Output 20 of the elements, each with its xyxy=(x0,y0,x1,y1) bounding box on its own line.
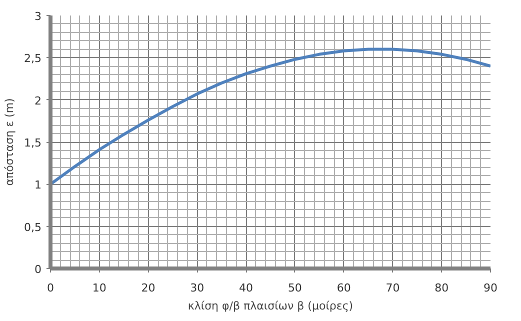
y-tick-label: 2,5 xyxy=(24,52,42,66)
y-tick-label: 0 xyxy=(34,263,42,276)
x-tick-label: 20 xyxy=(141,282,156,294)
x-tick-label: 30 xyxy=(190,282,204,294)
line-series xyxy=(50,48,490,186)
y-tick-label: 1 xyxy=(34,178,42,192)
x-tick-label: 50 xyxy=(288,282,302,294)
y-tick-label: 0,5 xyxy=(24,220,42,234)
x-tick-label: 10 xyxy=(92,282,106,294)
x-tick-label: 80 xyxy=(434,282,449,294)
x-tick-label: 40 xyxy=(239,282,254,294)
x-tick-label: 0 xyxy=(47,282,54,294)
y-tick-label: 3 xyxy=(34,10,42,23)
y-tick-label: 2 xyxy=(34,94,42,108)
x-tick-label: 60 xyxy=(336,282,351,294)
x-tick-label: 90 xyxy=(484,282,498,294)
y-tick-label: 1,5 xyxy=(24,136,42,150)
x-axis-title: κλίση φ/β πλαισίων β (μοίρες) xyxy=(188,300,354,312)
x-tick-label: 70 xyxy=(386,282,400,294)
y-axis-title: απόσταση ε (m) xyxy=(3,98,16,186)
